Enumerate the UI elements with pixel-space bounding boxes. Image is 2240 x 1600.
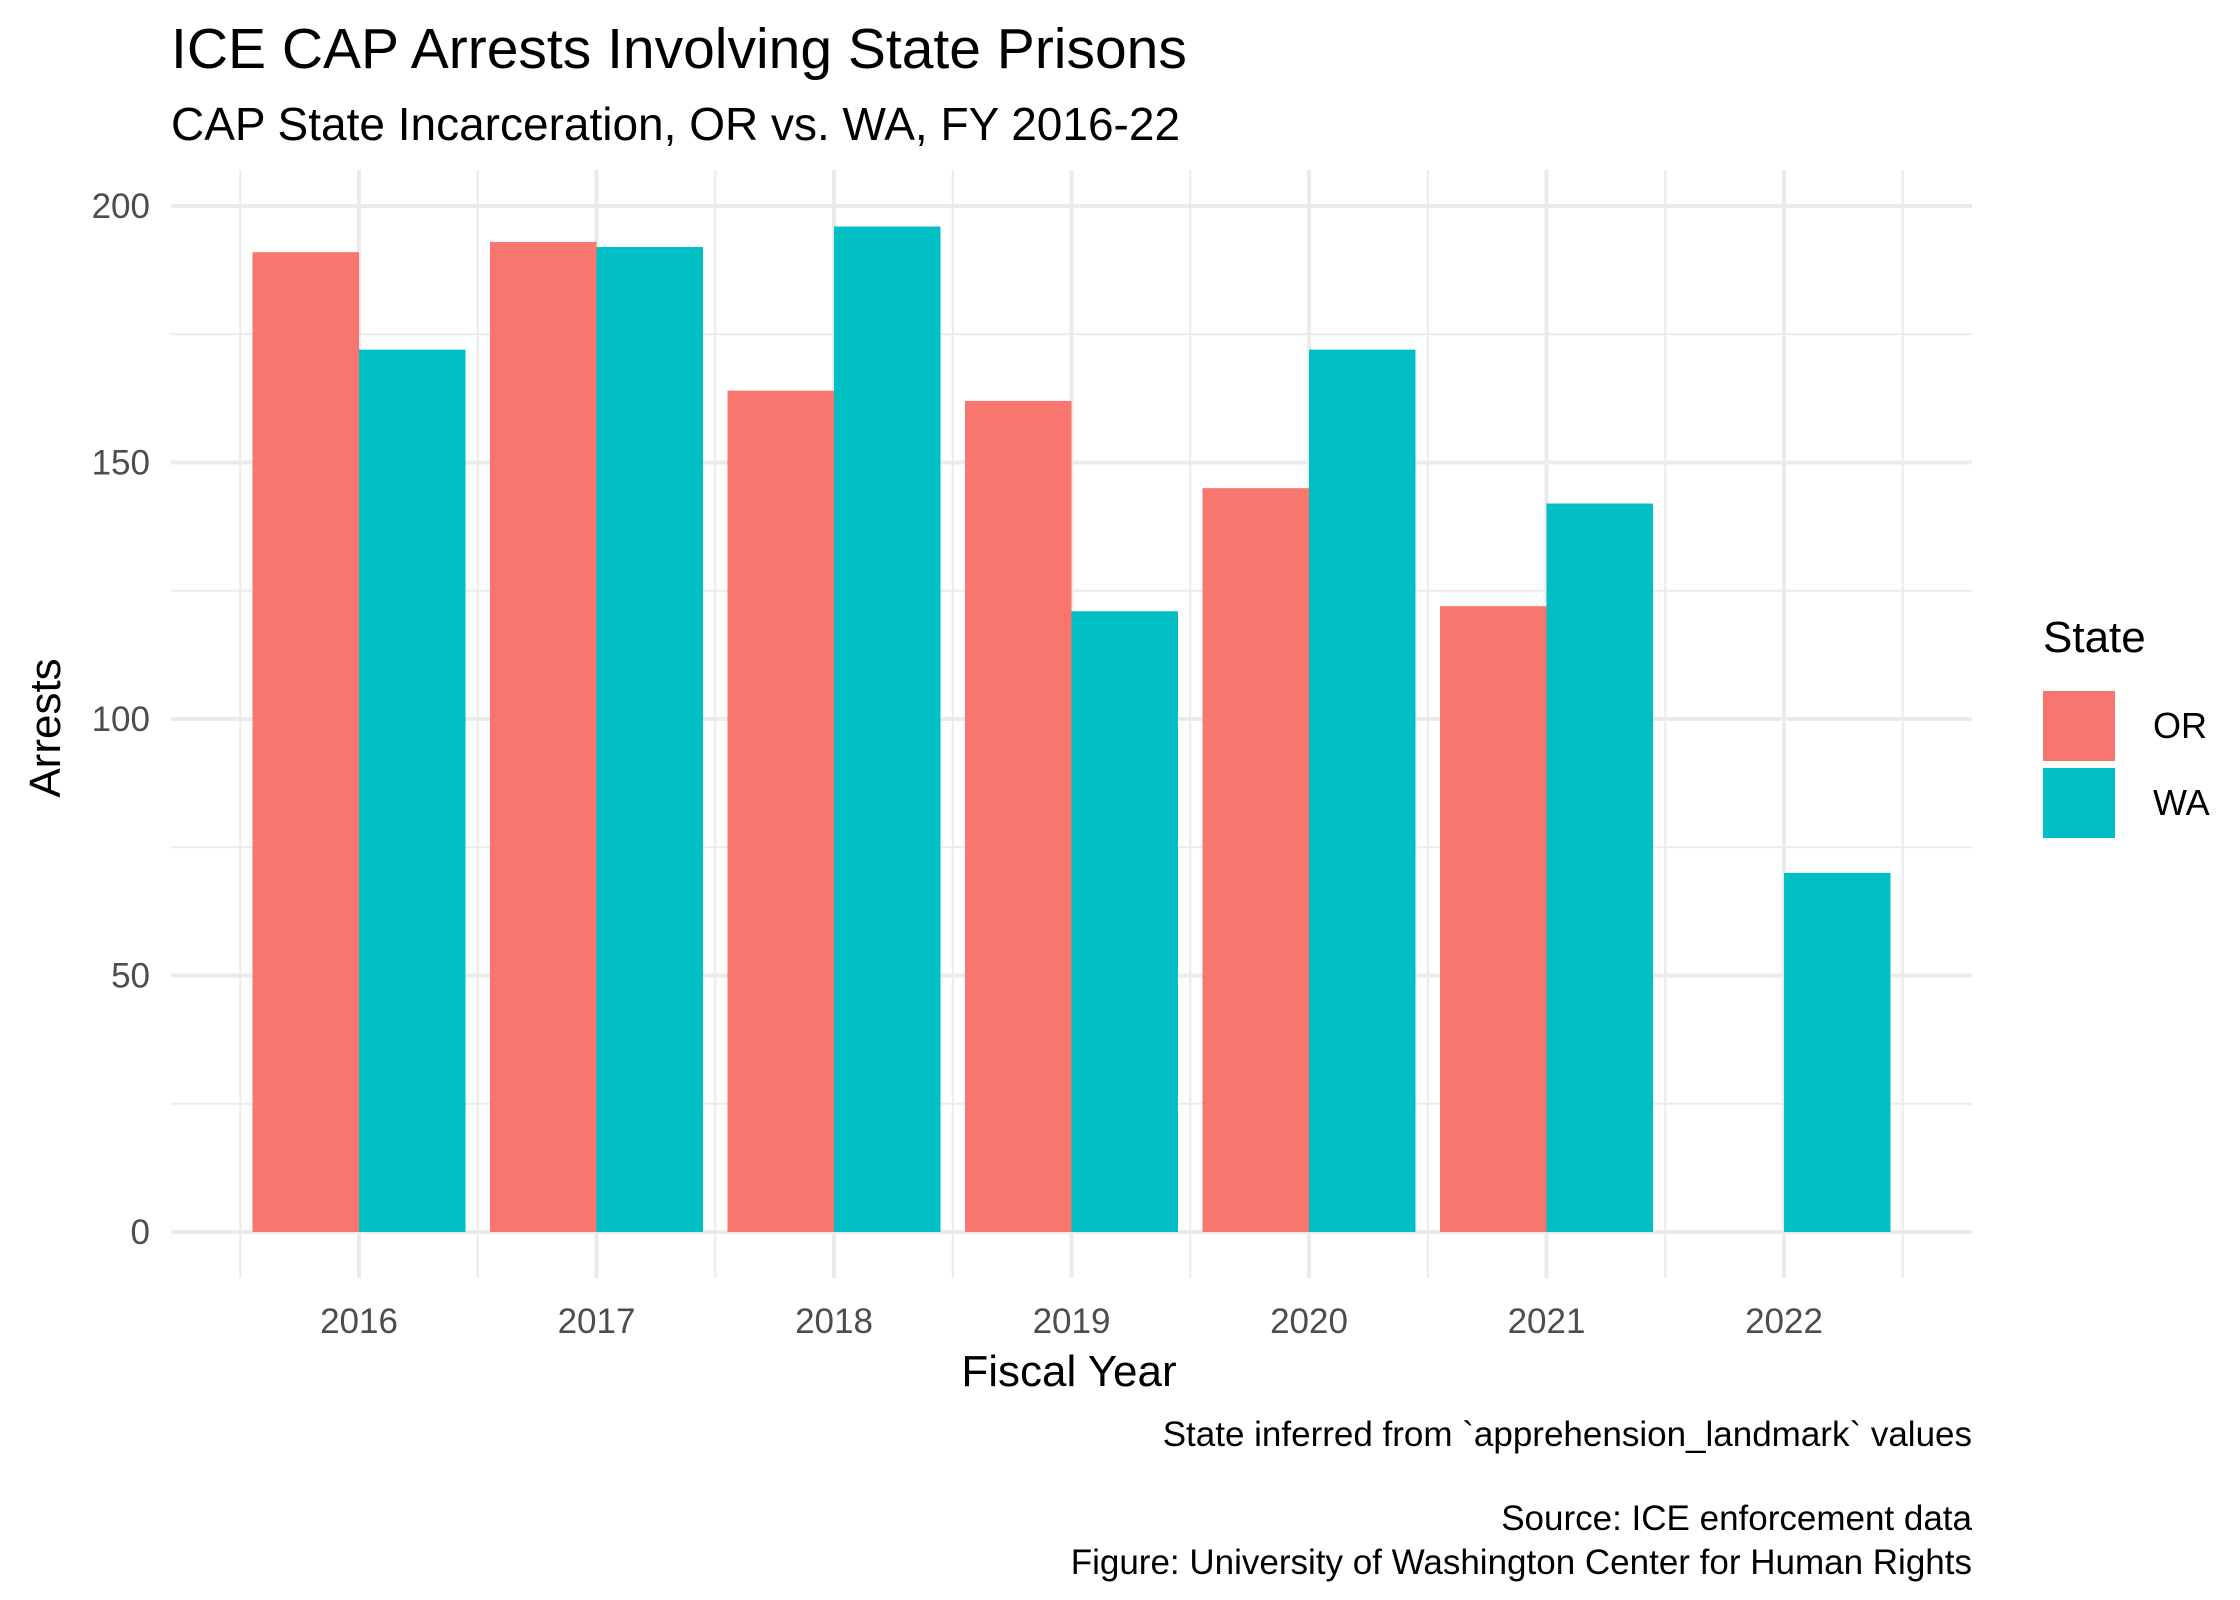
bar-or-2019 <box>965 400 1072 1232</box>
bar-or-2016 <box>252 252 359 1233</box>
y-axis-label: Arrests <box>21 658 70 798</box>
chart-subtitle: CAP State Incarceration, OR vs. WA, FY 2… <box>171 98 1181 150</box>
x-tick-label: 2017 <box>558 1302 636 1341</box>
x-tick-label: 2019 <box>1033 1302 1111 1341</box>
minor-gridlines <box>171 170 1972 1278</box>
bar-wa-2018 <box>834 226 941 1232</box>
bar-wa-2020 <box>1309 349 1416 1232</box>
legend-swatch-or <box>2043 691 2115 761</box>
bar-wa-2022 <box>1784 872 1891 1232</box>
y-tick-labels: 0 50 100 150 200 <box>92 187 150 1252</box>
bar-or-2017 <box>490 241 597 1232</box>
bar-or-2020 <box>1202 488 1309 1232</box>
x-tick-labels: 2016 2017 2018 2019 2020 2021 2022 <box>320 1302 1823 1341</box>
y-tick-label: 0 <box>131 1213 150 1252</box>
caption-source: Source: ICE enforcement data <box>1501 1499 1972 1538</box>
legend-item-or: OR <box>2043 690 2207 762</box>
x-axis-label: Fiscal Year <box>961 1347 1177 1396</box>
bar-wa-2019 <box>1071 611 1178 1232</box>
x-tick-label: 2018 <box>795 1302 873 1341</box>
x-tick-label: 2016 <box>320 1302 398 1341</box>
y-tick-label: 200 <box>92 187 150 226</box>
caption-note: State inferred from `apprehension_landma… <box>1162 1415 1972 1454</box>
legend-swatch-wa <box>2043 768 2115 838</box>
legend-label-or: OR <box>2153 705 2207 746</box>
chart-title: ICE CAP Arrests Involving State Prisons <box>171 17 1187 81</box>
y-tick-label: 100 <box>92 700 150 739</box>
x-tick-label: 2022 <box>1745 1302 1823 1341</box>
bar-wa-2017 <box>596 247 703 1233</box>
x-tick-label: 2021 <box>1508 1302 1586 1341</box>
bars <box>252 226 1891 1233</box>
caption-figure-credit: Figure: University of Washington Center … <box>1070 1543 1972 1582</box>
bar-wa-2021 <box>1546 503 1653 1232</box>
legend-title: State <box>2043 613 2146 662</box>
y-tick-label: 50 <box>111 957 150 996</box>
bar-wa-2016 <box>359 349 466 1232</box>
bar-or-2018 <box>727 390 834 1232</box>
x-tick-label: 2020 <box>1270 1302 1348 1341</box>
y-tick-label: 150 <box>92 444 150 483</box>
legend-item-wa: WA <box>2043 767 2210 839</box>
bar-or-2021 <box>1440 606 1547 1232</box>
legend-label-wa: WA <box>2153 782 2210 823</box>
